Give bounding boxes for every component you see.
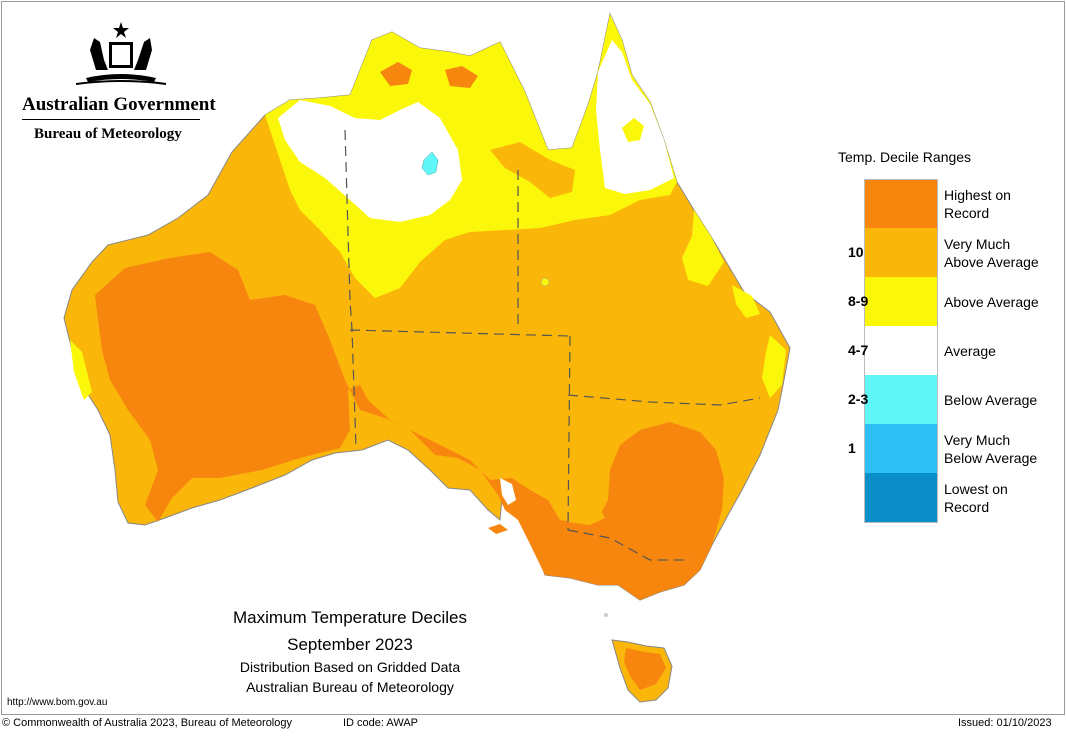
legend-label-line: Below Average [944,450,1038,466]
sw-above-strip [70,340,92,400]
legend-decile-number: 1 [848,440,856,456]
bureau-title: Bureau of Meteorology [34,126,182,142]
west-highest [95,252,724,600]
legend-label-line: Record [944,205,990,221]
nsw-vic-border [567,529,690,561]
sa-east-border [567,335,571,531]
ne-average [596,40,674,194]
legend-decile-number: 10 [848,244,864,260]
east-above-strip-3 [762,335,786,398]
state-borders [344,129,761,561]
wa-border [344,129,357,449]
legend-label-line: Above Average [944,294,1039,310]
legend-decile-number: 4-7 [848,342,869,358]
north-above-average [265,14,677,298]
legend-label: Very Much Above Average [944,235,1039,271]
nt-sa-border [349,329,571,337]
legend-label-line: Record [944,499,990,515]
id-code: ID code: AWAP [343,717,418,729]
legend-label: Below Average [944,391,1037,409]
island-dot [540,277,550,287]
qld-nsw-border [567,394,761,406]
legend-label: Very Much Below Average [944,431,1037,467]
legend-swatch [864,326,938,375]
north-highest-spot-2 [445,66,478,88]
map-source: Australian Bureau of Meteorology [246,679,454,695]
legend-swatch [864,375,938,424]
north-highest-spot-3 [490,142,575,198]
legend-swatch [864,424,938,473]
issued-date: Issued: 01/10/2023 [958,717,1052,729]
legend-label-line: Very Much [944,432,1011,448]
legend-swatch [864,473,938,523]
legend-label-line: Above Average [944,254,1039,270]
legend-label-line: Below Average [944,392,1038,408]
legend-label-line: Lowest on [944,481,1008,497]
legend-decile-number: 8-9 [848,293,869,309]
legend-label-line: Very Much [944,236,1011,252]
legend-title: Temp. Decile Ranges [838,149,972,165]
cape-spot [622,118,644,142]
east-above-strip-2 [732,285,760,318]
map-period: September 2023 [287,635,413,654]
tasmania-highest [624,648,666,690]
legend-label: Above Average [944,293,1039,311]
legend-swatch [864,179,938,229]
gulf-water [500,478,516,505]
legend-label-line: Average [944,343,996,359]
kangaroo-island [488,524,508,534]
north-highest-spot-1 [380,62,412,86]
coat-of-arms-icon [75,22,167,85]
legend-label-line: Highest on [944,187,1011,203]
legend-label: Highest on Record [944,186,1011,222]
legend-swatch [864,277,938,326]
island-dot [604,613,608,617]
bom-url-link[interactable]: http://www.bom.gov.au [7,697,108,708]
legend-swatch [864,228,938,277]
legend-label: Average [944,342,996,360]
legend-label: Lowest on Record [944,480,1008,516]
map-title: Maximum Temperature Deciles [233,608,467,627]
map-method: Distribution Based on Gridded Data [239,659,461,675]
copyright-text: © Commonwealth of Australia 2023, Bureau… [2,717,292,729]
east-above-strip-1 [682,210,724,286]
government-title: Australian Government [22,94,216,115]
legend-decile-number: 2-3 [848,391,869,407]
title-rule [22,119,200,120]
west-pocket-very-much-above [560,500,605,525]
below-average-spot [421,151,439,176]
nw-average [278,100,462,222]
